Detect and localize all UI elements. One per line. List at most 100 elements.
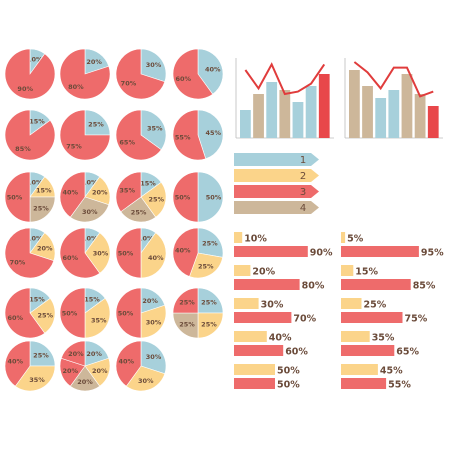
arrow-row: 1: [234, 153, 319, 166]
pie-slice-label: 25%: [38, 312, 54, 320]
hbar-top: [341, 364, 378, 375]
hbar-top-label: 30%: [261, 300, 284, 311]
pie-slice: [115, 287, 142, 339]
pie-slice-label: 15%: [36, 186, 52, 194]
pie-slice: [29, 297, 56, 334]
pie-slice-label: 30%: [146, 61, 162, 69]
pie-slice-label: 80%: [68, 83, 84, 91]
hbar-bottom: [341, 345, 395, 356]
pie-chart: 25% 25% 25% 25%: [172, 287, 224, 339]
pie-slice-label: 25%: [201, 298, 217, 306]
arrow-shape: [234, 185, 319, 198]
pie-slice: [197, 109, 224, 160]
pie-slice-label: 90%: [17, 85, 33, 93]
pie-slice: [115, 171, 142, 213]
hbar-pair: 45%55%: [341, 364, 411, 391]
pie-slice-label: 20%: [68, 350, 84, 358]
pie-slice-label: 35%: [29, 376, 45, 384]
pie-slice-label: 70%: [121, 79, 137, 87]
combo-chart-left: [235, 58, 334, 139]
pie-slice: [4, 109, 56, 161]
pie-slice-label: 25%: [88, 120, 104, 128]
pie-slice-label: 45%: [206, 129, 222, 137]
hbar-top-label: 40%: [269, 333, 292, 344]
hbar-top-label: 25%: [364, 300, 387, 311]
pie-slice: [59, 109, 111, 161]
pie-slice: [4, 48, 56, 100]
pie-chart: 10% 90%: [4, 48, 56, 100]
pie-slice-label: 40%: [148, 254, 164, 262]
pie-chart: 30% 70%: [115, 48, 167, 100]
pie-chart: 10% 40% 50%: [115, 227, 167, 279]
bar: [279, 90, 291, 138]
hbar-bottom: [234, 246, 308, 257]
hbar-bottom: [341, 246, 419, 257]
hbar-top-label: 45%: [380, 366, 403, 377]
pie-slice-label: 40%: [7, 358, 23, 366]
pie-slice-label: 65%: [119, 138, 135, 146]
pie-slice: [197, 48, 224, 95]
hbar-top: [341, 232, 346, 243]
pie-slice: [197, 312, 224, 339]
hbar-bottom: [341, 279, 411, 290]
hbar-bottom-label: 70%: [293, 314, 316, 325]
hbar-bottom-label: 75%: [405, 314, 428, 325]
pie-slice-label: 85%: [15, 145, 31, 153]
arrow-shape: [234, 169, 319, 182]
pie-slice-label: 20%: [37, 245, 53, 253]
hbar-top: [234, 331, 267, 342]
pie-slice-label: 35%: [119, 186, 135, 194]
pie-slice-label: 40%: [62, 189, 78, 197]
hbar-pair: 50%50%: [234, 364, 300, 391]
pie-slice-label: 20%: [92, 367, 108, 375]
pie-slice: [69, 196, 110, 223]
pie-slice-label: 70%: [10, 258, 26, 266]
pie-slice: [172, 48, 214, 100]
pie-slice-label: 10%: [27, 235, 43, 243]
hbar-top: [234, 298, 259, 309]
pie-chart: 10% 20% 30% 40%: [59, 171, 111, 223]
pie-slice: [84, 232, 111, 274]
pie-chart: 50% 50%: [172, 171, 224, 223]
pie-chart: 15% 35% 50%: [59, 287, 111, 339]
bar: [240, 110, 251, 138]
arrow-number: 2: [300, 171, 306, 182]
pie-slice-label: 50%: [62, 309, 78, 317]
bar: [414, 94, 426, 138]
pie-slice-label: 30%: [93, 249, 109, 257]
pie-slice: [197, 287, 224, 314]
hbar-pair: 30% 70%: [234, 298, 317, 325]
pie-chart: 35% 65%: [115, 109, 167, 161]
pie-slice-label: 50%: [175, 193, 191, 201]
hbar-pair: 15% 85%: [341, 265, 436, 292]
pie-slice: [59, 48, 111, 100]
combo-chart-right: [344, 58, 443, 139]
bar: [375, 98, 387, 138]
hbar-pair: 10% 90%: [234, 232, 333, 259]
trend-line: [353, 61, 434, 98]
arrow-row: 4: [234, 201, 319, 214]
hbar-bottom: [234, 279, 300, 290]
pie-slice-label: 25%: [201, 320, 217, 328]
hbar-bottom-label: 85%: [413, 281, 436, 292]
pie-slice-label: 40%: [175, 247, 191, 255]
hbar-top: [234, 364, 275, 375]
pie-slice-label: 30%: [82, 208, 98, 216]
pie-slice-label: 40%: [118, 358, 134, 366]
pie-slice-label: 15%: [84, 295, 100, 303]
pie-slice-label: 10%: [27, 56, 43, 64]
pie-slice: [197, 171, 224, 223]
pie-chart: 45% 55%: [172, 109, 224, 161]
pie-slice-label: 20%: [86, 350, 102, 358]
pie-slice-label: 10%: [82, 235, 98, 243]
arrow-number: 1: [300, 155, 306, 166]
bar: [266, 82, 278, 138]
bar: [305, 86, 317, 138]
arrow-row: 3: [234, 185, 319, 198]
hbar-top-label: 50%: [277, 366, 300, 377]
pie-slice-label: 35%: [91, 316, 107, 324]
pie-slice: [197, 227, 224, 258]
pie-slice: [172, 171, 199, 223]
bar: [401, 74, 413, 138]
